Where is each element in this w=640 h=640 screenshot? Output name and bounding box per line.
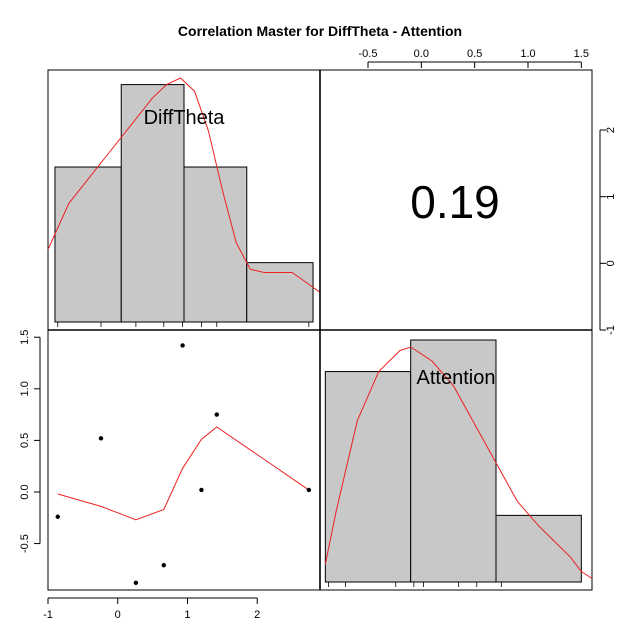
x-tick-label: 0.0 [414, 48, 429, 60]
density-curve [324, 346, 593, 579]
histogram-bar [324, 371, 412, 583]
histogram-bar [54, 166, 122, 323]
panel-diff-theta-histogram: DiffTheta [47, 69, 321, 331]
y-tick-label: 1.5 [19, 330, 31, 345]
scatter-point [199, 487, 204, 493]
y-tick-label: 0.0 [19, 484, 31, 499]
panel-attention-histogram: Attention [319, 329, 593, 591]
y-tick-label: 1.0 [19, 381, 31, 396]
x-tick-label: 0.5 [467, 48, 482, 60]
loess-line [57, 426, 310, 521]
histogram-bar [246, 262, 314, 323]
x-tick-label: 1.5 [574, 48, 589, 60]
scatter-point [98, 436, 104, 441]
x-tick-label: -1 [43, 609, 53, 621]
y-tick-label: -0.5 [19, 534, 31, 553]
y-tick-label: 1 [605, 194, 617, 200]
figure-title: Correlation Master for DiffTheta - Atten… [178, 23, 462, 39]
y-tick-label: 2 [605, 127, 617, 133]
y-tick-label: -1 [605, 325, 617, 335]
scatter-point [161, 563, 166, 568]
x-tick-label: 1 [184, 609, 190, 621]
panel-correlation: 0.19 -0.5 0.0 0.5 1.0 1.5 -1 0 1 2 [319, 48, 617, 335]
diagonal-label-attention: Attention [417, 367, 496, 389]
x-tick-label: 2 [254, 609, 260, 621]
scatter-point [306, 487, 312, 493]
density-curve [47, 77, 321, 293]
x-tick-label: -0.5 [359, 48, 378, 60]
histogram-bar [410, 339, 497, 583]
x-tick-label: 1.0 [520, 48, 535, 60]
histogram-bar [183, 166, 248, 323]
panel-scatter: -1 0 1 2 -0.5 0.0 0.5 1.0 1.5 [19, 329, 321, 621]
scatter-point [133, 580, 139, 585]
scatter-point [214, 412, 219, 417]
y-tick-label: 0 [605, 260, 617, 266]
correlation-value: 0.19 [410, 176, 500, 228]
diagonal-label-diff-theta: DiffTheta [144, 107, 226, 129]
scatter-point [180, 343, 185, 348]
x-tick-label: 0 [115, 609, 121, 621]
y-tick-label: 0.5 [19, 433, 31, 448]
scatter-point [55, 514, 60, 519]
panel-frame [47, 329, 321, 591]
